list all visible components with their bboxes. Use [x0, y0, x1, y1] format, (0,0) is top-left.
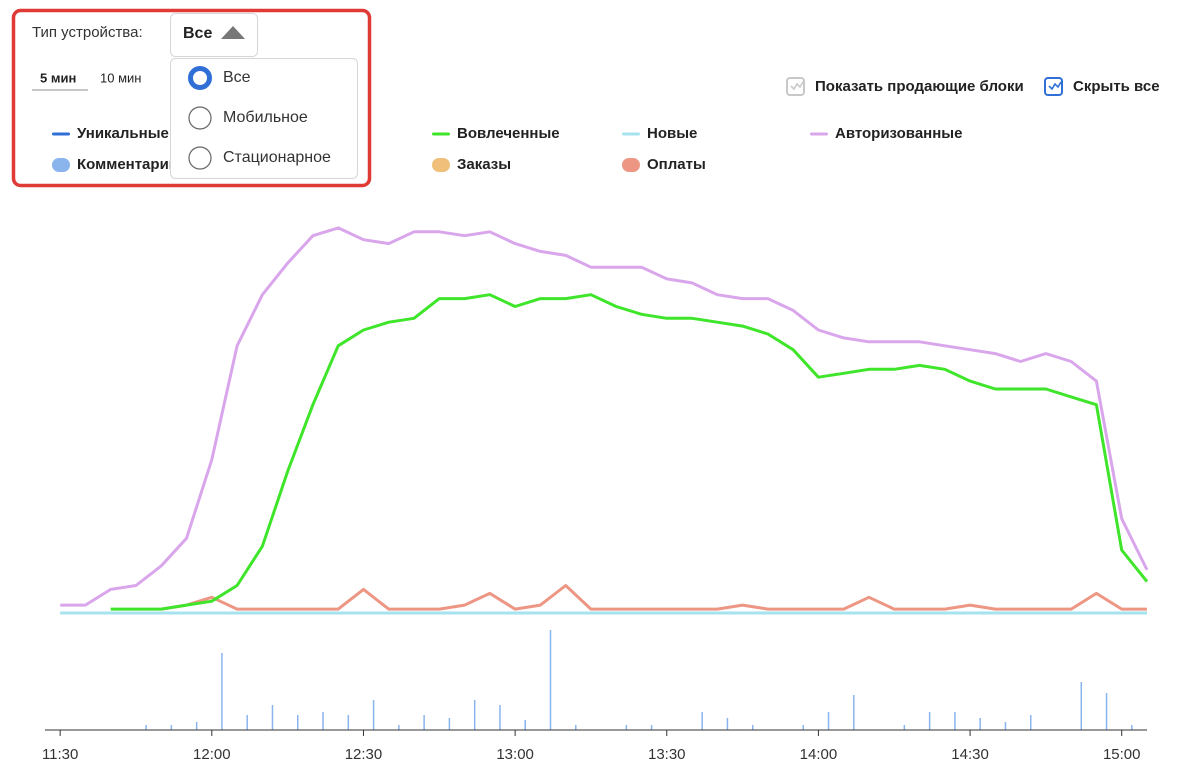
filter-label: Тип устройства:: [32, 24, 143, 41]
comment-bar: [701, 712, 703, 730]
dropdown-option[interactable]: Мобильное: [188, 106, 308, 130]
comment-bar: [751, 725, 754, 730]
toggle-label: Скрыть все: [1073, 78, 1160, 95]
chart: 11:30 12:00 12:30 13:00 13:30 14:00 14:30 15:00: [42, 226, 1149, 763]
button-value: Все: [183, 25, 212, 42]
x-tick-label: 11:30: [42, 746, 78, 763]
x-tick-label: 12:00: [193, 746, 231, 763]
x-tick-label: 12:30: [345, 746, 383, 763]
legend-marker: [622, 132, 640, 136]
legend-label: Заказы: [457, 156, 511, 173]
highlight-frame: [11, 8, 372, 188]
comment-bar: [1105, 693, 1108, 730]
comment-bar: [1004, 722, 1007, 730]
legend-item[interactable]: Оплаты: [622, 156, 706, 173]
comment-bar: [297, 715, 299, 730]
active-underline: [32, 89, 88, 91]
legend-marker: [52, 132, 70, 136]
comment-bar: [853, 695, 855, 730]
dropdown-list: [170, 58, 358, 179]
radio: [188, 146, 212, 170]
comment-bar: [524, 720, 526, 730]
comment-bar: [954, 712, 956, 730]
comment-bar: [271, 705, 274, 730]
comment-bar: [575, 725, 577, 730]
x-tick-label: 13:00: [496, 746, 534, 763]
comment-bar: [145, 725, 147, 730]
comment-bar: [1080, 682, 1083, 730]
comment-bar: [726, 718, 729, 730]
comment-bar: [1029, 715, 1032, 730]
comment-bar: [1131, 725, 1133, 730]
comment-bar: [398, 725, 400, 730]
comment-bar: [802, 725, 805, 730]
comment-bar: [372, 700, 375, 730]
comment-bar: [928, 712, 931, 730]
toggle-label: Показать продающие блоки: [815, 78, 1024, 95]
comment-bar: [473, 700, 476, 730]
comment-bar: [448, 718, 451, 730]
comment-bar: [170, 725, 173, 730]
check-icon: [790, 81, 804, 91]
button-box: [170, 13, 258, 57]
legend-marker: [432, 158, 450, 172]
radio: [188, 66, 212, 90]
x-tick-label: 14:00: [800, 746, 838, 763]
legend-label: Авторизованные: [835, 125, 962, 142]
comment-bar: [423, 715, 425, 730]
comment-bar: [347, 715, 350, 730]
legend-label: Вовлеченные: [457, 125, 560, 142]
legend-item[interactable]: Новые: [622, 125, 697, 142]
legend-label: Оплаты: [647, 156, 706, 173]
legend-item[interactable]: Уникальные: [52, 125, 169, 142]
comment-bar: [322, 712, 324, 730]
comment-bar: [499, 705, 501, 730]
legend-item[interactable]: Комментарии: [52, 156, 178, 173]
toggle[interactable]: Показать продающие блоки: [786, 77, 1024, 96]
legend-label: Комментарии: [77, 156, 178, 173]
legend-marker: [432, 132, 450, 136]
legend-item[interactable]: Вовлеченные: [432, 125, 560, 142]
interval-tab[interactable]: 5 мин: [32, 70, 88, 91]
x-tick-label: 15:00: [1103, 746, 1141, 763]
interval-tab[interactable]: 10 мин: [100, 70, 141, 85]
option-label: Все: [223, 69, 251, 86]
option-label: Стационарное: [223, 149, 331, 166]
interval-label: 10 мин: [100, 70, 141, 85]
comment-bar: [979, 718, 981, 730]
caret-up: [221, 26, 245, 39]
series-line: [161, 584, 1147, 611]
series-line: [110, 293, 1149, 611]
check-icon: [1048, 81, 1062, 91]
legend-label: Уникальные: [77, 125, 169, 142]
legend-item[interactable]: Авторизованные: [810, 125, 962, 142]
legend-marker: [622, 158, 640, 172]
x-tick-label: 14:30: [951, 746, 989, 763]
comment-bar: [195, 722, 198, 730]
radio: [188, 106, 212, 130]
dropdown-option[interactable]: Все: [188, 66, 251, 90]
comment-bar: [903, 725, 906, 730]
legend-marker: [52, 158, 70, 172]
comment-bar: [827, 712, 830, 730]
x-tick-label: 13:30: [648, 746, 686, 763]
legend-item[interactable]: Заказы: [432, 156, 511, 173]
legend-label: Новые: [647, 125, 697, 142]
comment-bar: [625, 725, 628, 730]
legend-marker: [810, 132, 828, 136]
dropdown-option[interactable]: Стационарное: [188, 146, 331, 170]
option-label: Мобильное: [223, 109, 308, 126]
comment-bar: [650, 725, 653, 730]
controls: Уникальные Вовлеченные Новые Авторизованные…: [11, 8, 1160, 188]
comment-bar: [549, 630, 552, 730]
comment-bar: [221, 653, 223, 730]
comment-bar: [246, 715, 248, 730]
interval-label: 5 мин: [40, 70, 76, 85]
series-line: [60, 226, 1149, 607]
toggle[interactable]: Скрыть все: [1044, 77, 1160, 96]
filter-button[interactable]: Все: [170, 13, 258, 57]
